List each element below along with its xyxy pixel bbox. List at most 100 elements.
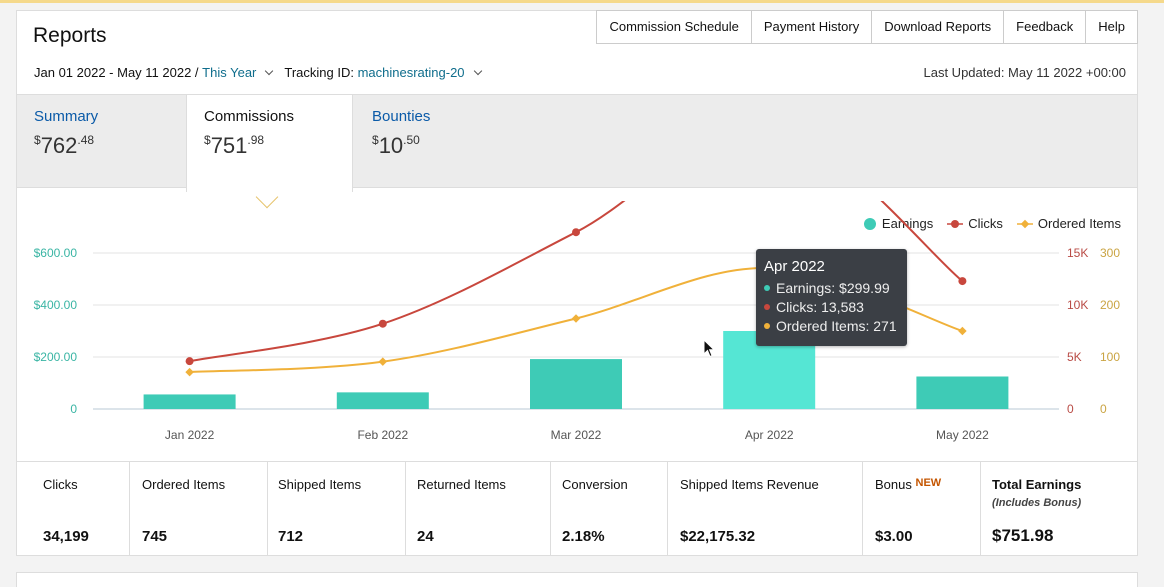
clicks-legend-icon <box>947 219 964 228</box>
page-title: Reports <box>33 24 107 47</box>
metric-value: 34,199 <box>43 528 89 545</box>
metric-ordered-items: Ordered Items 745 <box>130 462 268 556</box>
metric-shipped-items: Shipped Items 712 <box>268 462 406 556</box>
earnings-bar <box>916 376 1009 409</box>
legend-label-clicks: Clicks <box>968 216 1003 231</box>
tab-commissions[interactable]: Commissions $751.98 <box>186 94 353 192</box>
clicks-axis-tick-label: 10K <box>1067 298 1088 312</box>
metric-value: 712 <box>278 528 304 545</box>
left-axis-tick-label: $400.00 <box>34 298 78 312</box>
x-axis-tick-label: May 2022 <box>936 428 989 442</box>
left-axis-tick-label: $600.00 <box>34 246 78 260</box>
metric-value: $22,175.32 <box>680 528 756 545</box>
commission-schedule-tab[interactable]: Commission Schedule <box>596 10 752 44</box>
help-tab[interactable]: Help <box>1086 10 1138 44</box>
tracking-chevron-down-icon[interactable] <box>473 66 482 76</box>
legend-item-clicks[interactable]: Clicks <box>947 216 1003 231</box>
clicks-axis-tick-label: 5K <box>1067 350 1082 364</box>
bounties-amount: $10.50 <box>372 133 420 158</box>
earnings-chart: 0 $200.00 $400.00 $600.00 0 5K 10K 15K 0 100 200 30… <box>34 201 1120 442</box>
ordered-items-point <box>185 367 194 377</box>
clicks-axis-tick-label: 0 <box>1067 402 1074 416</box>
legend-item-ordered-items[interactable]: Ordered Items <box>1016 216 1121 231</box>
tracking-label: Tracking ID: <box>284 65 354 80</box>
date-range: Jan 01 2022 - May 11 2022 / <box>34 65 199 80</box>
summary-tab-bar: Summary $762.48 Commissions $751.98 Boun… <box>17 94 1137 192</box>
metric-value: $3.00 <box>875 528 913 545</box>
top-accent-bar <box>0 0 1164 3</box>
ordered-items-axis-tick-label: 0 <box>1100 402 1107 416</box>
ordered-items-point <box>378 357 388 366</box>
x-axis-tick-label: Feb 2022 <box>357 428 408 442</box>
clicks-point <box>572 228 580 237</box>
metric-label: Shipped Items <box>278 477 362 492</box>
x-axis-tick-label: Mar 2022 <box>551 428 602 442</box>
left-axis-tick-label: 0 <box>70 402 77 416</box>
x-axis-tick-label: Jan 2022 <box>165 428 215 442</box>
ordered-items-legend-icon <box>1016 219 1033 228</box>
tab-summary[interactable]: Summary $762.48 <box>17 95 115 189</box>
metric-label: Total Earnings <box>992 477 1082 492</box>
mouse-cursor-icon <box>703 339 716 358</box>
legend-label-earnings: Earnings <box>881 216 934 231</box>
clicks-point <box>378 319 387 328</box>
feedback-tab[interactable]: Feedback <box>1004 10 1087 44</box>
x-axis-tick-label: Apr 2022 <box>745 428 794 442</box>
period-chevron-down-icon[interactable] <box>265 66 274 76</box>
earnings-bar <box>143 394 236 409</box>
metric-total-earnings: Total Earnings (Includes Bonus) $751.98 <box>981 462 1137 556</box>
tooltip-earnings: Earnings: $299.99 <box>776 280 890 296</box>
clicks-point <box>958 277 967 286</box>
chart-tooltip: Apr 2022 Earnings: $299.99 Clicks: 13,58… <box>756 249 907 346</box>
next-panel <box>16 572 1138 587</box>
payment-history-tab[interactable]: Payment History <box>751 10 873 44</box>
left-axis-tick-label: $200.00 <box>34 350 78 364</box>
report-nav-tabs: Commission Schedule Payment History Down… <box>596 10 1138 44</box>
ordered-items-point <box>958 326 967 336</box>
tab-bounties-label[interactable]: Bounties <box>372 108 431 125</box>
ordered-items-axis-tick-label: 100 <box>1100 350 1120 364</box>
tooltip-clicks: Clicks: 13,583 <box>776 299 864 315</box>
new-badge: NEW <box>915 477 942 489</box>
earnings-bar <box>530 359 622 409</box>
tooltip-ordered: Ordered Items: 271 <box>776 318 897 334</box>
metric-label: Ordered Items <box>142 477 226 492</box>
clicks-point <box>185 357 194 366</box>
metric-label: Conversion <box>562 477 628 492</box>
tracking-id-dropdown[interactable]: machinesrating-20 <box>357 65 465 80</box>
tab-summary-label[interactable]: Summary <box>34 108 99 125</box>
metric-value: 745 <box>142 528 168 545</box>
commissions-amount: $751.98 <box>204 133 265 158</box>
summary-amount: $762.48 <box>34 133 95 158</box>
metric-value: 24 <box>417 528 434 545</box>
metric-label: Clicks <box>43 477 78 492</box>
metric-shipped-revenue: Shipped Items Revenue $22,175.32 <box>668 462 863 556</box>
ordered-items-axis-tick-label: 200 <box>1100 298 1120 312</box>
tab-bounties[interactable]: Bounties $10.50 <box>355 95 447 189</box>
download-reports-tab[interactable]: Download Reports <box>872 10 1005 44</box>
clicks-axis-tick-label: 15K <box>1067 246 1088 260</box>
metric-value: 2.18% <box>562 528 605 545</box>
earnings-bar <box>336 392 429 409</box>
ordered-items-point <box>571 314 581 323</box>
tooltip-title: Apr 2022 <box>764 258 825 275</box>
earnings-legend-icon <box>863 217 876 230</box>
ordered-items-axis-tick-label: 300 <box>1100 246 1120 260</box>
metric-returned-items: Returned Items 24 <box>406 462 551 556</box>
tooltip-row-earnings: Earnings: $299.99 <box>764 280 899 296</box>
metric-value: $751.98 <box>992 526 1054 545</box>
period-dropdown[interactable]: This Year <box>202 65 257 80</box>
metric-sublabel: (Includes Bonus) <box>992 497 1082 509</box>
tooltip-row-ordered: Ordered Items: 271 <box>764 318 899 334</box>
tab-commissions-label: Commissions <box>204 108 295 125</box>
date-filter-row: Jan 01 2022 - May 11 2022 / This Year Tr… <box>34 65 493 80</box>
metrics-row: Clicks 34,199 Ordered Items 745 Shipped … <box>17 461 1137 556</box>
chart-legend: Earnings Clicks Ordered Items <box>849 216 1121 231</box>
reports-panel: Reports Commission Schedule Payment Hist… <box>16 10 1138 556</box>
metric-label: Returned Items <box>417 477 506 492</box>
legend-item-earnings[interactable]: Earnings <box>863 216 933 231</box>
last-updated: Last Updated: May 11 2022 +00:00 <box>923 65 1127 80</box>
metric-clicks: Clicks 34,199 <box>17 462 130 556</box>
tooltip-row-clicks: Clicks: 13,583 <box>764 299 899 315</box>
metric-conversion: Conversion 2.18% <box>551 462 668 556</box>
